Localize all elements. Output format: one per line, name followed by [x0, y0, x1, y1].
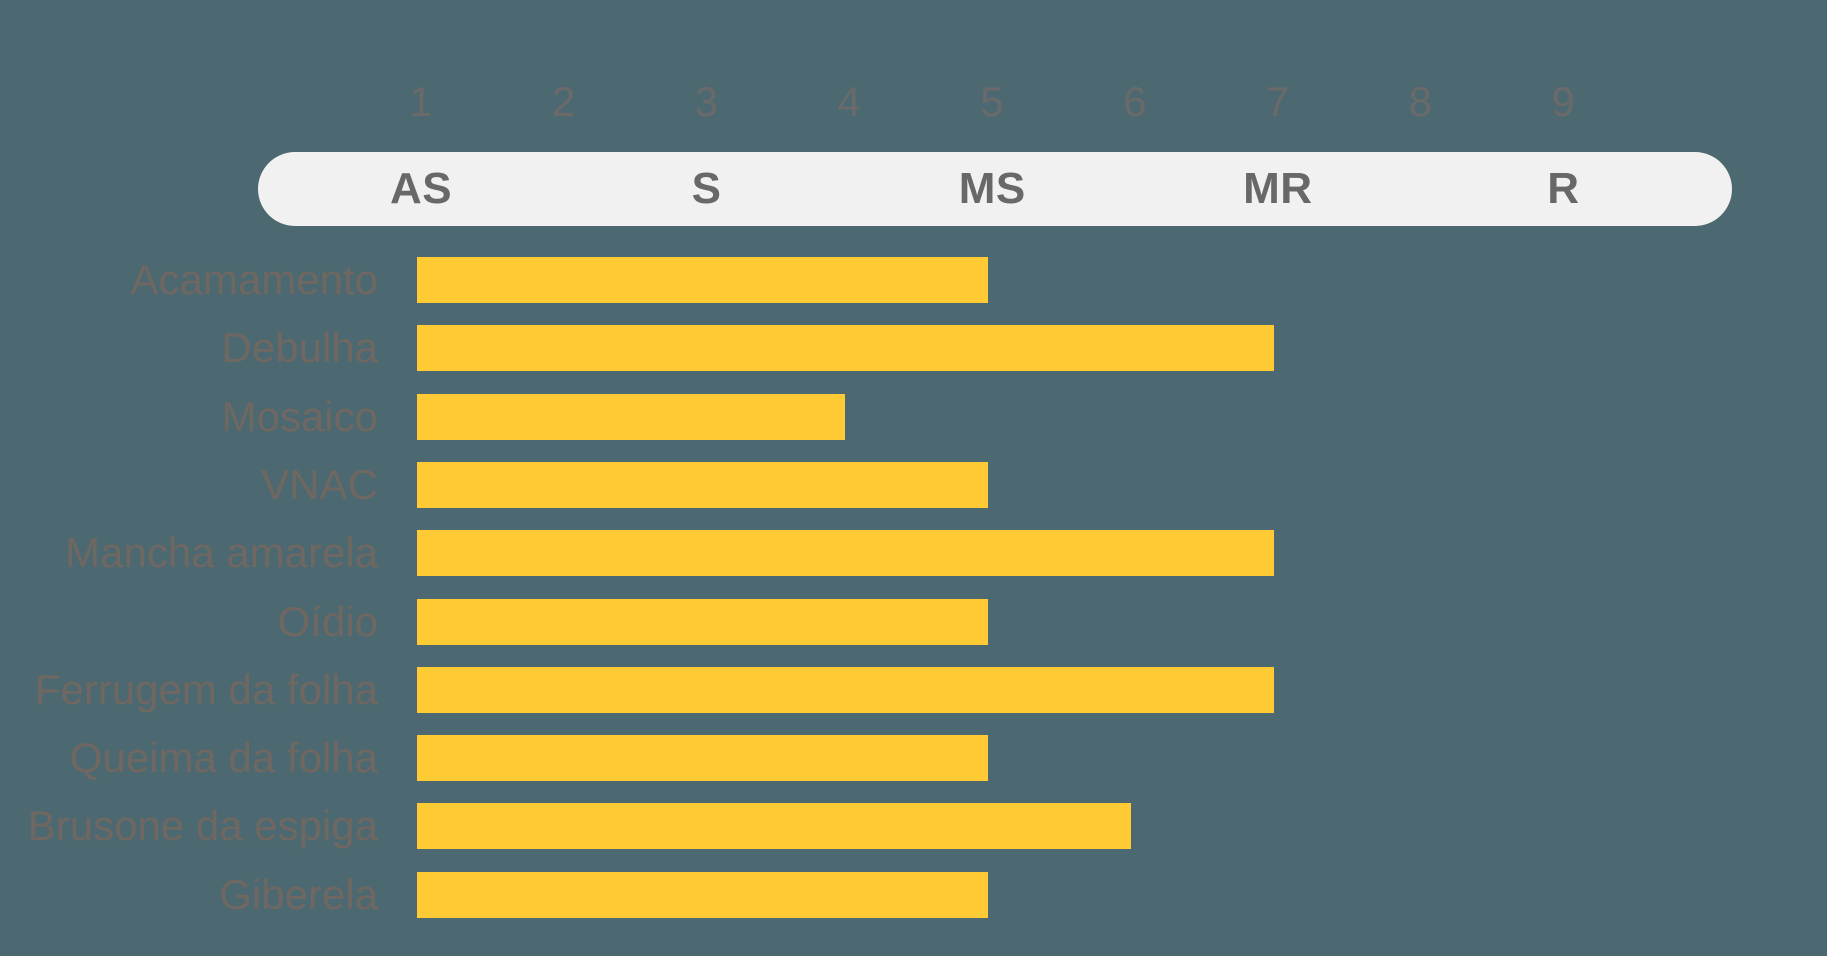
- axis-tick-label: 4: [837, 78, 862, 125]
- category-label: Giberela: [219, 870, 378, 918]
- axis-tick-label: 8: [1408, 78, 1433, 125]
- category-label: Oídio: [277, 597, 378, 645]
- rating-bar: [417, 325, 1274, 372]
- scale-zone-label-mr: MR: [1243, 164, 1313, 213]
- rating-bar: [417, 393, 845, 440]
- rating-bar: [417, 598, 988, 645]
- scale-zone-label-as: AS: [389, 164, 453, 213]
- rating-bar: [417, 257, 988, 303]
- category-label: Debulha: [221, 324, 378, 372]
- axis-tick-label: 9: [1551, 78, 1576, 125]
- category-label: Brusone da espiga: [27, 802, 378, 850]
- category-label: Acamamento: [130, 256, 378, 303]
- axis-tick-label: 5: [980, 78, 1005, 125]
- rating-bar: [417, 461, 988, 508]
- rating-bar: [417, 871, 988, 918]
- axis-tick-label: 3: [694, 78, 719, 125]
- scale-zone-pill: AS S MS MR R: [258, 152, 1732, 226]
- scale-zone-label-ms: MS: [958, 164, 1026, 213]
- rating-bar: [417, 803, 1131, 850]
- category-label: Ferrugem da folha: [34, 665, 378, 713]
- rating-bar: [417, 735, 988, 782]
- axis-tick-label: 7: [1265, 78, 1290, 125]
- axis-tick-label: 1: [409, 78, 433, 125]
- axis-tick-label: 2: [551, 78, 576, 125]
- category-label: Mancha amarela: [65, 529, 378, 577]
- scale-zone-label-r: R: [1547, 164, 1580, 213]
- rating-bar: [417, 530, 1274, 577]
- rating-bar: [417, 666, 1274, 713]
- category-label: Mosaico: [221, 392, 378, 440]
- category-label: VNAC: [261, 460, 378, 508]
- axis-tick-label: 6: [1123, 78, 1147, 125]
- scale-zone-label-s: S: [691, 164, 722, 213]
- category-label: Queima da folha: [69, 734, 378, 782]
